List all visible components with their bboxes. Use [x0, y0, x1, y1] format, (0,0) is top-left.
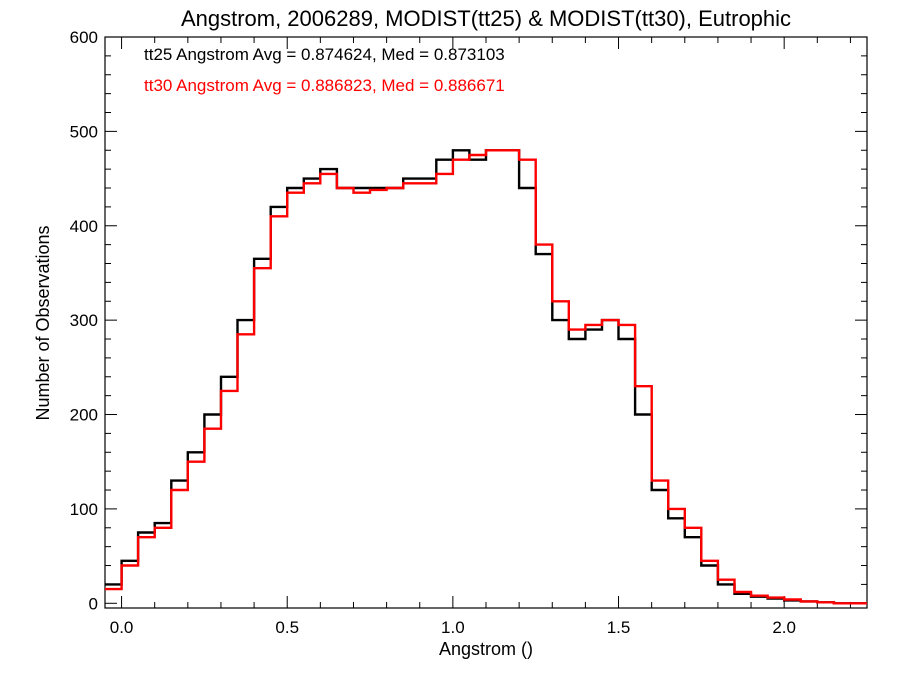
series-line-tt25: [105, 149, 867, 605]
chart-title: Angstrom, 2006289, MODIST(tt25) & MODIST…: [181, 6, 791, 31]
x-axis-label: Angstrom (): [439, 639, 533, 659]
y-tick-label: 400: [70, 217, 98, 236]
series-layer: [105, 149, 867, 605]
x-tick-label: 0.5: [275, 618, 299, 637]
x-tick-label: 1.5: [607, 618, 631, 637]
y-tick-label: 200: [70, 406, 98, 425]
x-tick-label: 1.0: [441, 618, 465, 637]
y-tick-label: 0: [89, 594, 98, 613]
y-tick-label: 600: [70, 28, 98, 47]
plot-frame: [104, 36, 868, 609]
x-axis: 0.0 0.5 1.0 1.5 2.0: [110, 37, 851, 637]
x-tick-label: 0.0: [110, 618, 134, 637]
annotation-tt25: tt25 Angstrom Avg = 0.874624, Med = 0.87…: [144, 45, 505, 64]
x-tick-label: 2.0: [772, 618, 796, 637]
y-tick-label: 300: [70, 311, 98, 330]
y-tick-label: 100: [70, 500, 98, 519]
y-tick-label: 500: [70, 122, 98, 141]
y-axis: 0 100 200 300 400 500 600: [70, 28, 867, 613]
annotation-tt30: tt30 Angstrom Avg = 0.886823, Med = 0.88…: [144, 76, 505, 95]
y-axis-label: Number of Observations: [33, 225, 53, 420]
series-line-tt30: [105, 149, 867, 605]
